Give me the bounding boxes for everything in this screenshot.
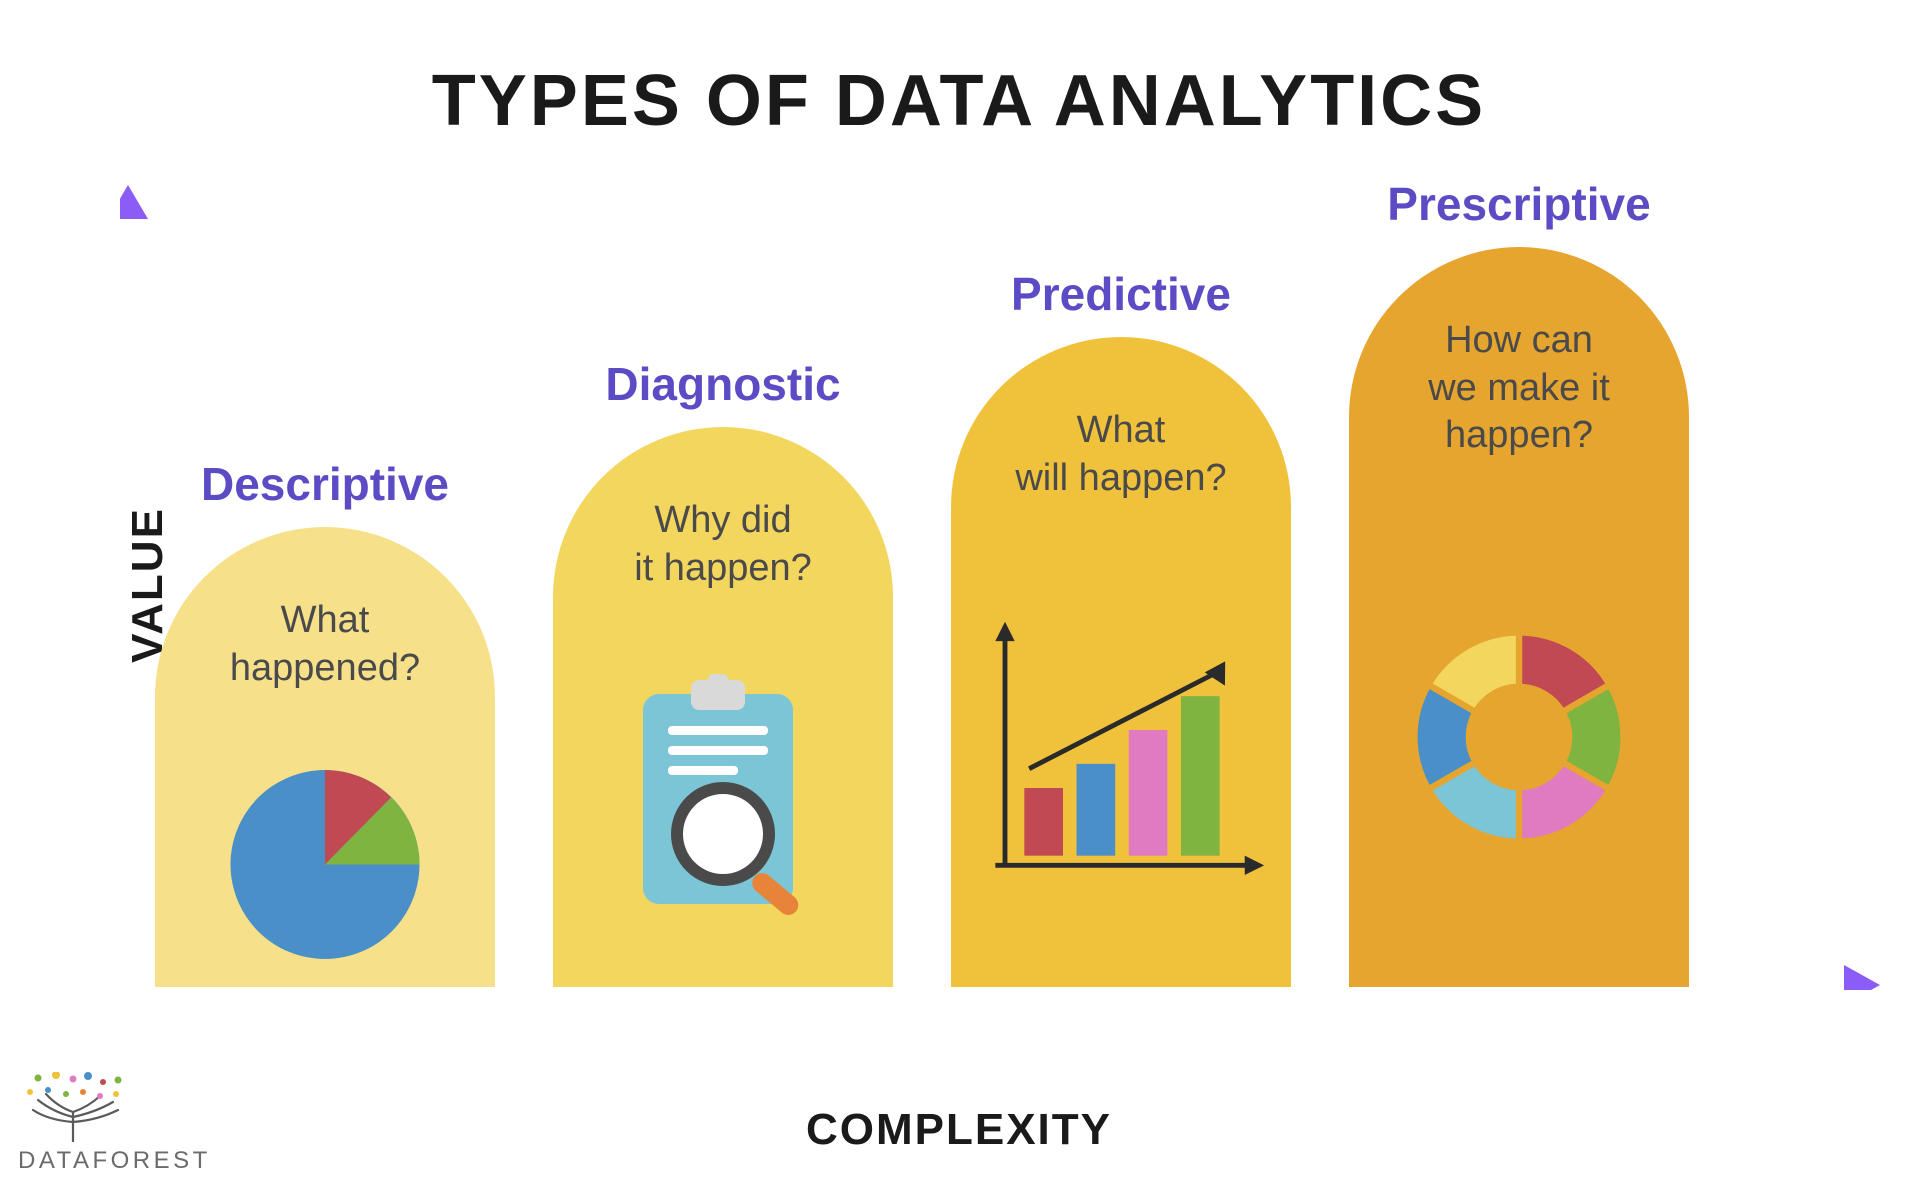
clipboard-magnify-icon (613, 674, 833, 934)
column-title-diagnostic: Diagnostic (553, 357, 893, 411)
column-prescriptive: PrescriptiveHow can we make it happen? (1349, 247, 1689, 987)
column-icon-predictive (951, 530, 1291, 987)
column-predictive: PredictiveWhat will happen? (951, 337, 1291, 987)
x-axis-label: COMPLEXITY (0, 1105, 1918, 1155)
column-question-prescriptive: How can we make it happen? (1428, 317, 1610, 460)
columns-row: DescriptiveWhat happened? DiagnosticWhy … (155, 247, 1689, 987)
column-descriptive: DescriptiveWhat happened? (155, 527, 495, 987)
brand-logo-text: DATAFOREST (18, 1147, 211, 1175)
column-title-descriptive: Descriptive (155, 457, 495, 511)
column-icon-diagnostic (553, 620, 893, 987)
column-diagnostic: DiagnosticWhy did it happen? (553, 427, 893, 987)
brand-logo: DATAFOREST (18, 1072, 211, 1175)
column-title-predictive: Predictive (951, 267, 1291, 321)
page-title: TYPES OF DATA ANALYTICS (0, 60, 1918, 142)
column-title-prescriptive: Prescriptive (1349, 177, 1689, 231)
column-icon-descriptive (155, 720, 495, 987)
column-icon-prescriptive (1349, 488, 1689, 988)
donut-chart-icon (1404, 622, 1634, 852)
pie-chart-icon (220, 749, 430, 959)
bar-trend-icon (976, 614, 1266, 904)
column-question-predictive: What will happen? (1015, 407, 1226, 502)
column-question-descriptive: What happened? (230, 597, 420, 692)
column-question-diagnostic: Why did it happen? (634, 497, 812, 592)
